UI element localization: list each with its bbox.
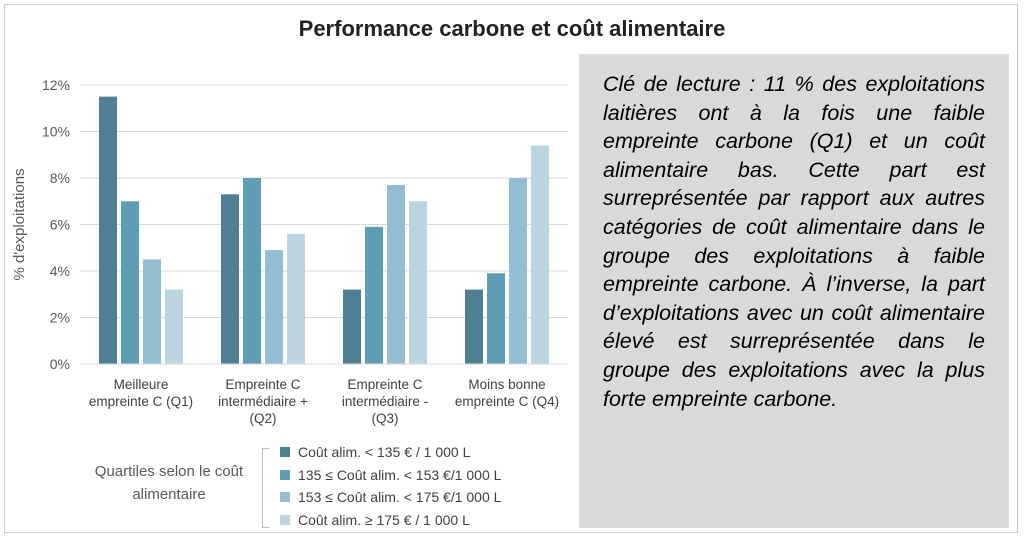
bar	[343, 289, 361, 364]
legend-bracket	[262, 448, 270, 528]
x-tick-label: Moins bonne empreinte C (Q4)	[455, 377, 559, 409]
reading-key-box: Clé de lecture : 11 % des exploitations …	[579, 54, 1009, 528]
legend-label: Coût alim. ≥ 175 € / 1 000 L	[298, 511, 470, 528]
bar	[99, 96, 117, 364]
bar	[265, 250, 283, 364]
legend-swatch	[280, 469, 290, 480]
y-tick-label: 10%	[42, 124, 70, 140]
legend-label: Coût alim. < 135 € / 1 000 L	[298, 444, 471, 460]
legend-item: Coût alim. ≥ 175 € / 1 000 L	[280, 509, 470, 531]
bar	[221, 194, 239, 364]
legend-swatch	[280, 447, 290, 457]
bar	[465, 289, 483, 364]
bar	[531, 145, 549, 364]
legend-swatch	[280, 492, 290, 502]
y-tick-label: 12%	[42, 77, 70, 93]
bar	[143, 259, 161, 364]
legend-item: 135 ≤ Coût alim. < 153 €/1 000 L	[280, 464, 501, 486]
x-tick-label: Meilleure empreinte C (Q1)	[89, 377, 193, 409]
bar	[387, 184, 405, 364]
bar	[165, 289, 183, 364]
y-tick-label: 0%	[50, 356, 70, 372]
legend-label: 135 ≤ Coût alim. < 153 €/1 000 L	[298, 466, 502, 483]
y-axis-label: % d'exploitations	[11, 168, 28, 280]
legend-item: Coût alim. < 135 € / 1 000 L	[280, 441, 470, 463]
reading-key-text: Clé de lecture : 11 % des exploitations …	[603, 72, 985, 411]
bar	[243, 178, 261, 364]
bar	[287, 233, 305, 364]
chart-title: Performance carbone et coût alimentaire	[298, 16, 726, 41]
legend-label: 153 ≤ Coût alim. < 175 €/1 000 L	[298, 489, 502, 505]
y-tick-label: 2%	[50, 310, 70, 326]
bar	[509, 178, 527, 364]
bar	[487, 273, 505, 364]
y-tick-label: 8%	[50, 170, 70, 186]
y-tick-label: 6%	[50, 217, 70, 233]
legend-title: Quartiles selon le coût alimentaire	[94, 463, 244, 503]
y-tick-label: 4%	[50, 263, 70, 279]
legend-swatch	[280, 514, 290, 525]
bar-chart: 0% 2% 4% 6% 8% 10% 12% % d'exploitations Meilleu…	[11, 77, 568, 426]
legend-item: 153 ≤ Coût alim. < 175 €/1 000 L	[280, 486, 501, 508]
bar	[409, 201, 427, 364]
bar	[365, 226, 383, 364]
bar	[121, 201, 139, 364]
